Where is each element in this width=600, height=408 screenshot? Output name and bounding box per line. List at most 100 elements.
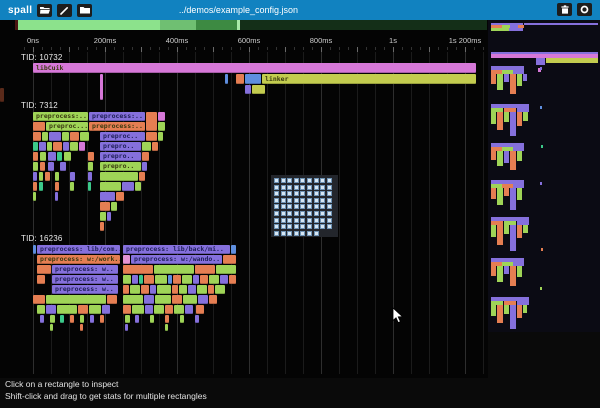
flame-rect[interactable] [48,162,54,171]
minimap-rect[interactable] [504,225,509,234]
minimap-rect[interactable] [491,180,524,184]
flame-rect[interactable] [46,295,106,304]
flame-rect[interactable] [132,275,138,284]
minimap-rect[interactable] [491,221,503,225]
minimap-rect[interactable] [510,74,516,94]
flame-rect[interactable] [47,142,52,151]
flame-rect[interactable] [158,112,165,121]
flame-rect[interactable] [79,142,85,151]
minimap-rect[interactable] [491,54,598,58]
flame-rect[interactable] [123,275,131,284]
dot-cell[interactable] [326,197,332,203]
settings-button[interactable] [577,3,592,16]
flame-rect[interactable]: prepro.. [100,152,141,161]
flame-rect[interactable] [200,275,208,284]
flame-rect[interactable] [49,132,61,141]
dot-cell[interactable] [320,178,326,183]
flame-rect[interactable] [132,305,144,314]
flame-rect[interactable] [37,275,45,284]
minimap-rect[interactable] [510,266,516,286]
minimap-rect[interactable] [504,188,509,196]
flame-rect[interactable] [193,275,199,284]
minimap-rect[interactable] [517,305,522,318]
flame-rect[interactable] [33,132,41,141]
flame-rect[interactable] [236,74,244,84]
minimap-rect[interactable] [509,28,523,31]
dot-cell[interactable] [313,204,319,210]
flame-rect[interactable] [33,295,45,304]
flame-rect[interactable]: preproc.. [100,132,145,141]
dot-cell[interactable] [320,204,326,210]
flame-rect[interactable] [100,315,104,323]
flame-rect[interactable] [80,132,89,141]
minimap-rect[interactable] [517,74,522,86]
minimap-rect[interactable] [517,108,529,112]
flame-rect[interactable] [88,182,91,191]
flame-rect[interactable] [80,315,84,323]
flame-rect[interactable] [53,142,62,151]
dot-cell[interactable] [280,224,286,230]
flame-rect[interactable] [173,275,181,284]
flame-rect[interactable] [185,305,193,314]
minimap-rect[interactable] [538,68,541,72]
flame-rect[interactable] [231,245,236,254]
dot-cell[interactable] [320,211,326,216]
minimap-rect[interactable] [540,287,542,290]
flame-rect[interactable] [123,305,131,314]
dot-cell[interactable] [307,191,312,197]
minimap-rect[interactable] [497,188,503,205]
flame-rect[interactable] [33,172,37,181]
dot-cell[interactable] [307,204,312,210]
minimap-rect[interactable] [510,225,516,251]
dot-cell[interactable] [307,224,312,230]
flame-rect[interactable] [70,132,79,141]
flame-rect[interactable] [100,74,103,100]
dot-cell[interactable] [313,211,319,216]
dot-cell[interactable] [293,211,299,216]
flame-rect[interactable] [102,305,110,314]
dot-cell[interactable] [280,211,286,216]
flame-rect[interactable] [209,295,217,304]
flame-rect[interactable] [179,285,187,294]
dot-cell[interactable] [326,211,332,216]
dot-cell[interactable] [293,191,299,197]
minimap-rect[interactable] [502,262,513,266]
flame-rect[interactable] [37,305,45,314]
flame-rect[interactable]: preprocess: lib/com.. [37,245,120,254]
dot-cell[interactable] [313,191,319,197]
minimap-rect[interactable] [491,108,503,112]
flame-rect[interactable] [142,162,147,171]
flame-rect[interactable] [174,305,184,314]
clear-button[interactable] [557,3,572,16]
flame-rect[interactable] [70,315,74,323]
flame-rect[interactable] [39,182,43,191]
flame-rect[interactable] [139,172,145,181]
flame-rect[interactable] [55,172,59,181]
flame-rect[interactable] [195,265,215,274]
dot-cell[interactable] [274,224,279,230]
flame-rect[interactable] [198,295,208,304]
dot-cell[interactable] [287,230,293,236]
edit-button[interactable] [57,3,73,17]
open-file-button[interactable] [37,3,53,17]
minimap-rect[interactable] [491,70,502,74]
minimap-rect[interactable] [518,25,524,28]
flame-rect[interactable] [100,212,106,221]
flame-rect[interactable] [252,85,265,94]
dot-cell[interactable] [293,217,299,223]
minimap-rect[interactable] [491,143,524,147]
flame-rect[interactable] [107,295,117,304]
flame-rect[interactable] [182,275,192,284]
activity-strip-segment[interactable] [237,20,240,30]
dot-cell[interactable] [307,230,312,236]
flame-rect[interactable] [100,192,115,201]
dot-cell[interactable] [313,217,319,223]
flame-rect[interactable]: preprocess: lib/back/mi.. [123,245,230,254]
flame-rect[interactable]: preprocess:.. [89,122,145,131]
flame-rect[interactable]: prepro.. [100,142,141,151]
minimap-rect[interactable] [517,188,522,200]
dot-cell[interactable] [287,217,293,223]
flame-rect[interactable] [40,162,45,171]
dot-cell[interactable] [313,184,319,190]
dot-cell[interactable] [307,217,312,223]
